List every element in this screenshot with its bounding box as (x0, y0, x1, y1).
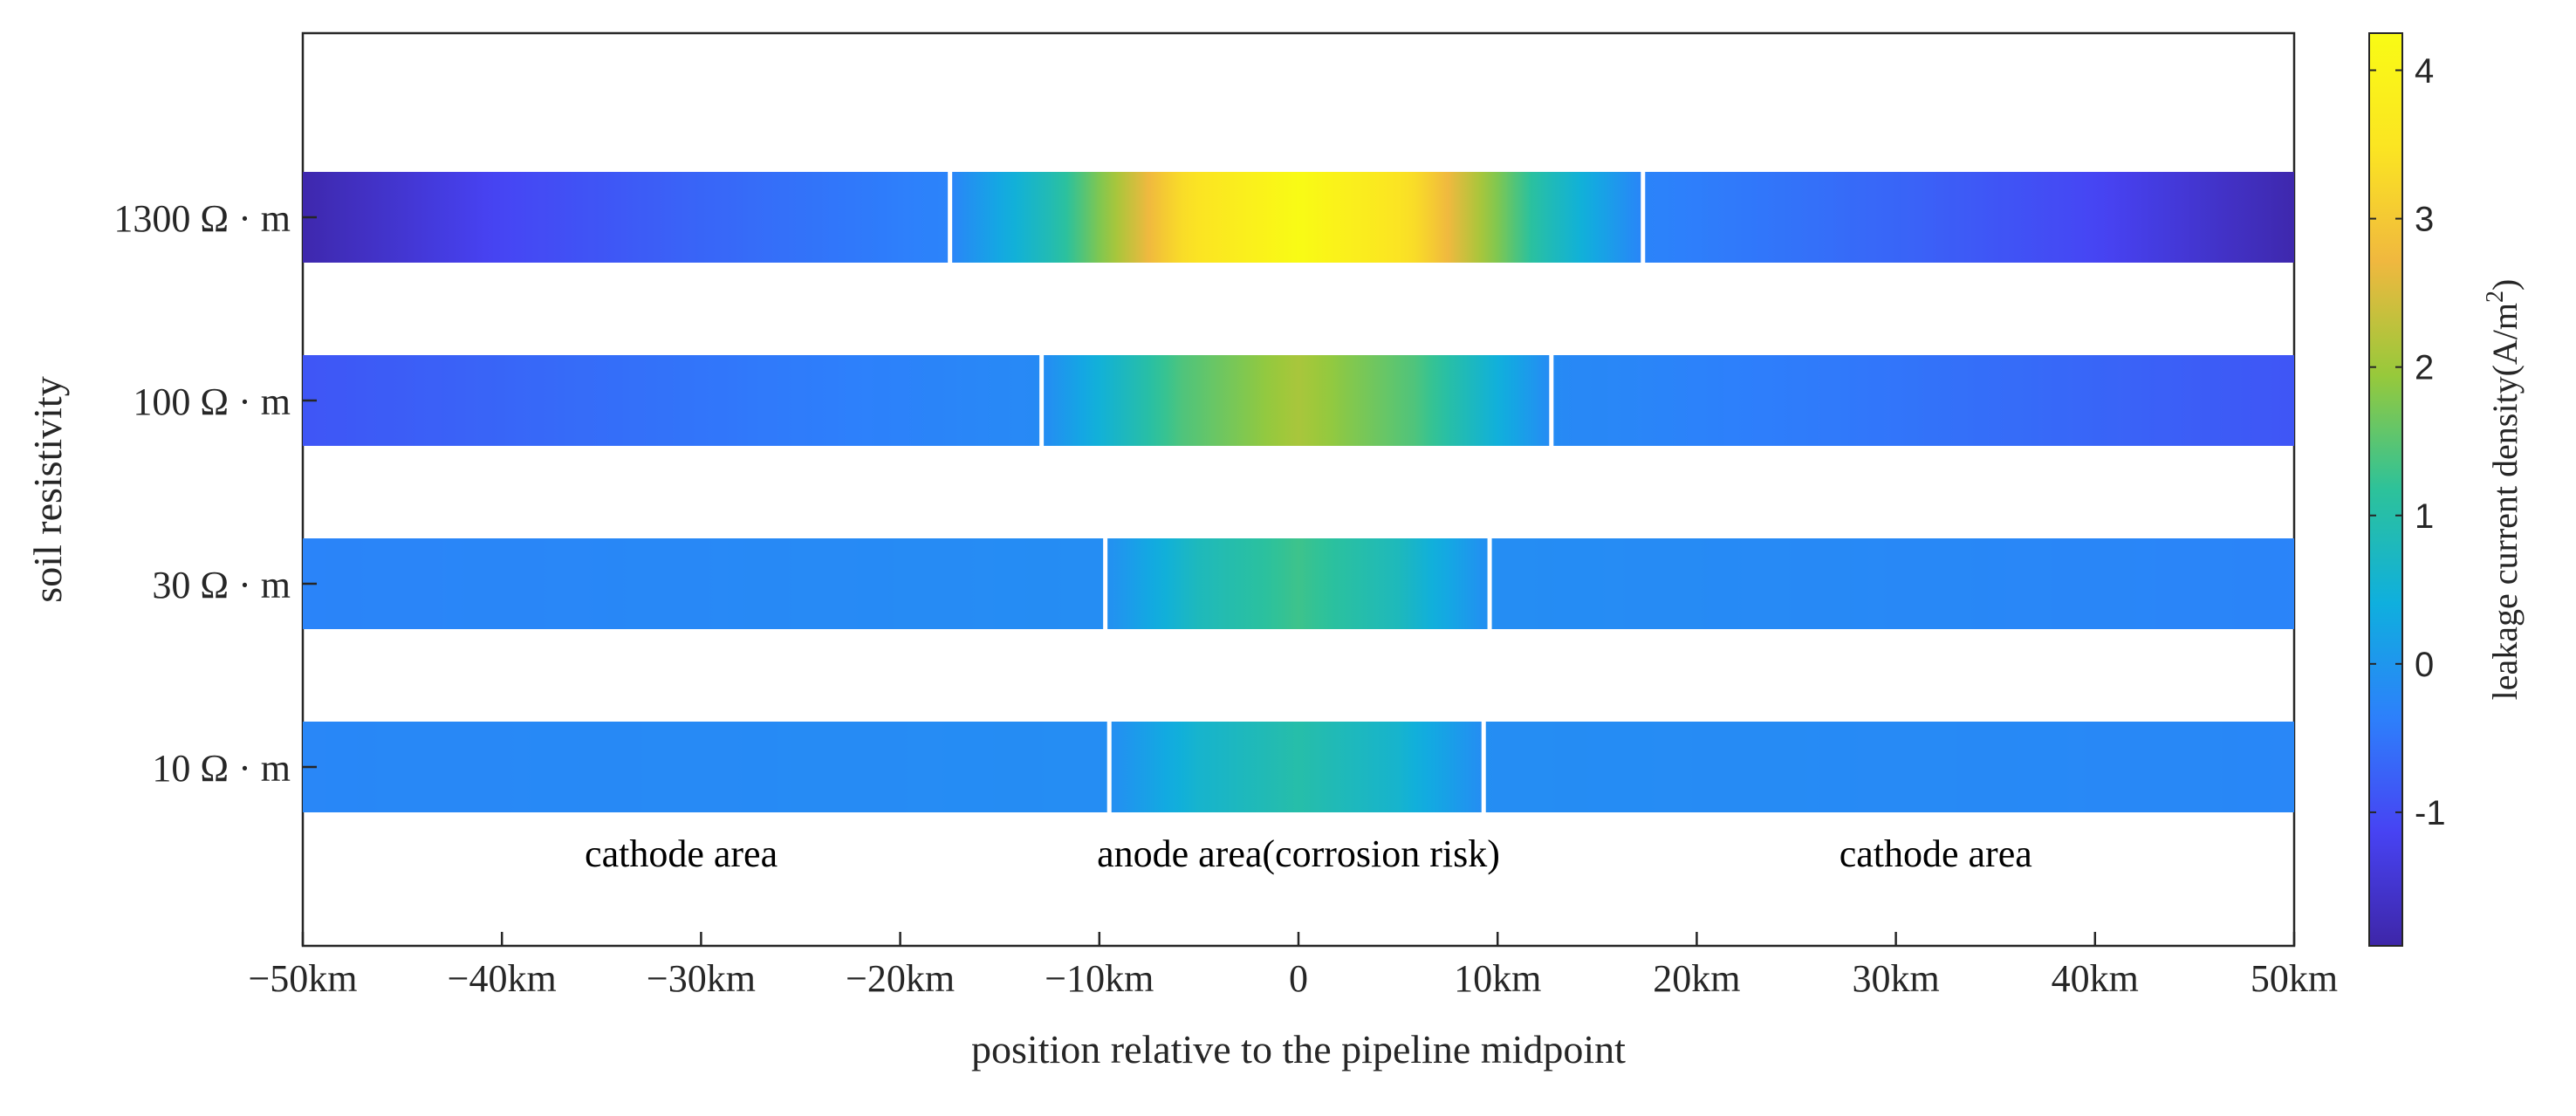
x-axis: −50km −40km −30km −20km −10km 0 10km 20km 30km 40… (248, 932, 2338, 1000)
colorbar-tick-label: 4 (2415, 52, 2434, 91)
x-tick-label: −20km (846, 957, 955, 1000)
colorbar-tick-label: -1 (2415, 794, 2446, 832)
x-tick-label: 50km (2251, 957, 2338, 1000)
colorbar-label-superscript: 2 (2482, 291, 2509, 303)
x-tick-label: 20km (1653, 957, 1740, 1000)
y-axis: 1300 Ω · m 100 Ω · m 30 Ω · m 10 Ω · m (113, 197, 317, 790)
x-tick-label: 10km (1454, 957, 1541, 1000)
colorbar-tick-label: 3 (2415, 201, 2434, 239)
y-tick-label: 1300 Ω · m (113, 197, 291, 240)
annotation-label: cathode area (1840, 832, 2032, 875)
x-tick-label: −30km (647, 957, 756, 1000)
bar-row-2 (303, 538, 2294, 629)
y-tick-label: 100 Ω · m (133, 380, 291, 423)
annotation-label: cathode area (585, 832, 778, 875)
colorbar-tick-label: 0 (2415, 646, 2434, 684)
y-tick-label: 10 Ω · m (152, 747, 291, 790)
colorbar-tick-label: 2 (2415, 349, 2434, 387)
x-axis-label: position relative to the pipeline midpoi… (971, 1027, 1626, 1071)
bar-row-0 (303, 172, 2294, 263)
bar-row-3 (303, 722, 2294, 812)
y-axis-label: soil resistivity (25, 376, 70, 602)
bars-layer (303, 172, 2294, 812)
colorbar-label-text: leakage current density(A/m (2485, 303, 2525, 700)
x-tick-label: −10km (1045, 957, 1154, 1000)
x-tick-label: 0 (1289, 957, 1308, 1000)
annotations: cathode area anode area(corrosion risk) ca… (585, 832, 2032, 875)
colorbar-label: leakage current density(A/m2) (2482, 279, 2525, 701)
x-tick-label: −40km (448, 957, 557, 1000)
x-tick-label: 40km (2052, 957, 2139, 1000)
annotation-label: anode area(corrosion risk) (1097, 832, 1500, 875)
bar-row-1 (303, 355, 2294, 446)
colorbar-label-close: ) (2485, 279, 2525, 291)
y-tick-label: 30 Ω · m (152, 564, 291, 606)
colorbar (2368, 32, 2403, 947)
x-tick-label: −50km (248, 957, 357, 1000)
colorbar-tick-label: 1 (2415, 497, 2434, 536)
x-tick-label: 30km (1852, 957, 1939, 1000)
colorbar-ticks: -1 0 1 2 3 4 (2369, 52, 2446, 832)
